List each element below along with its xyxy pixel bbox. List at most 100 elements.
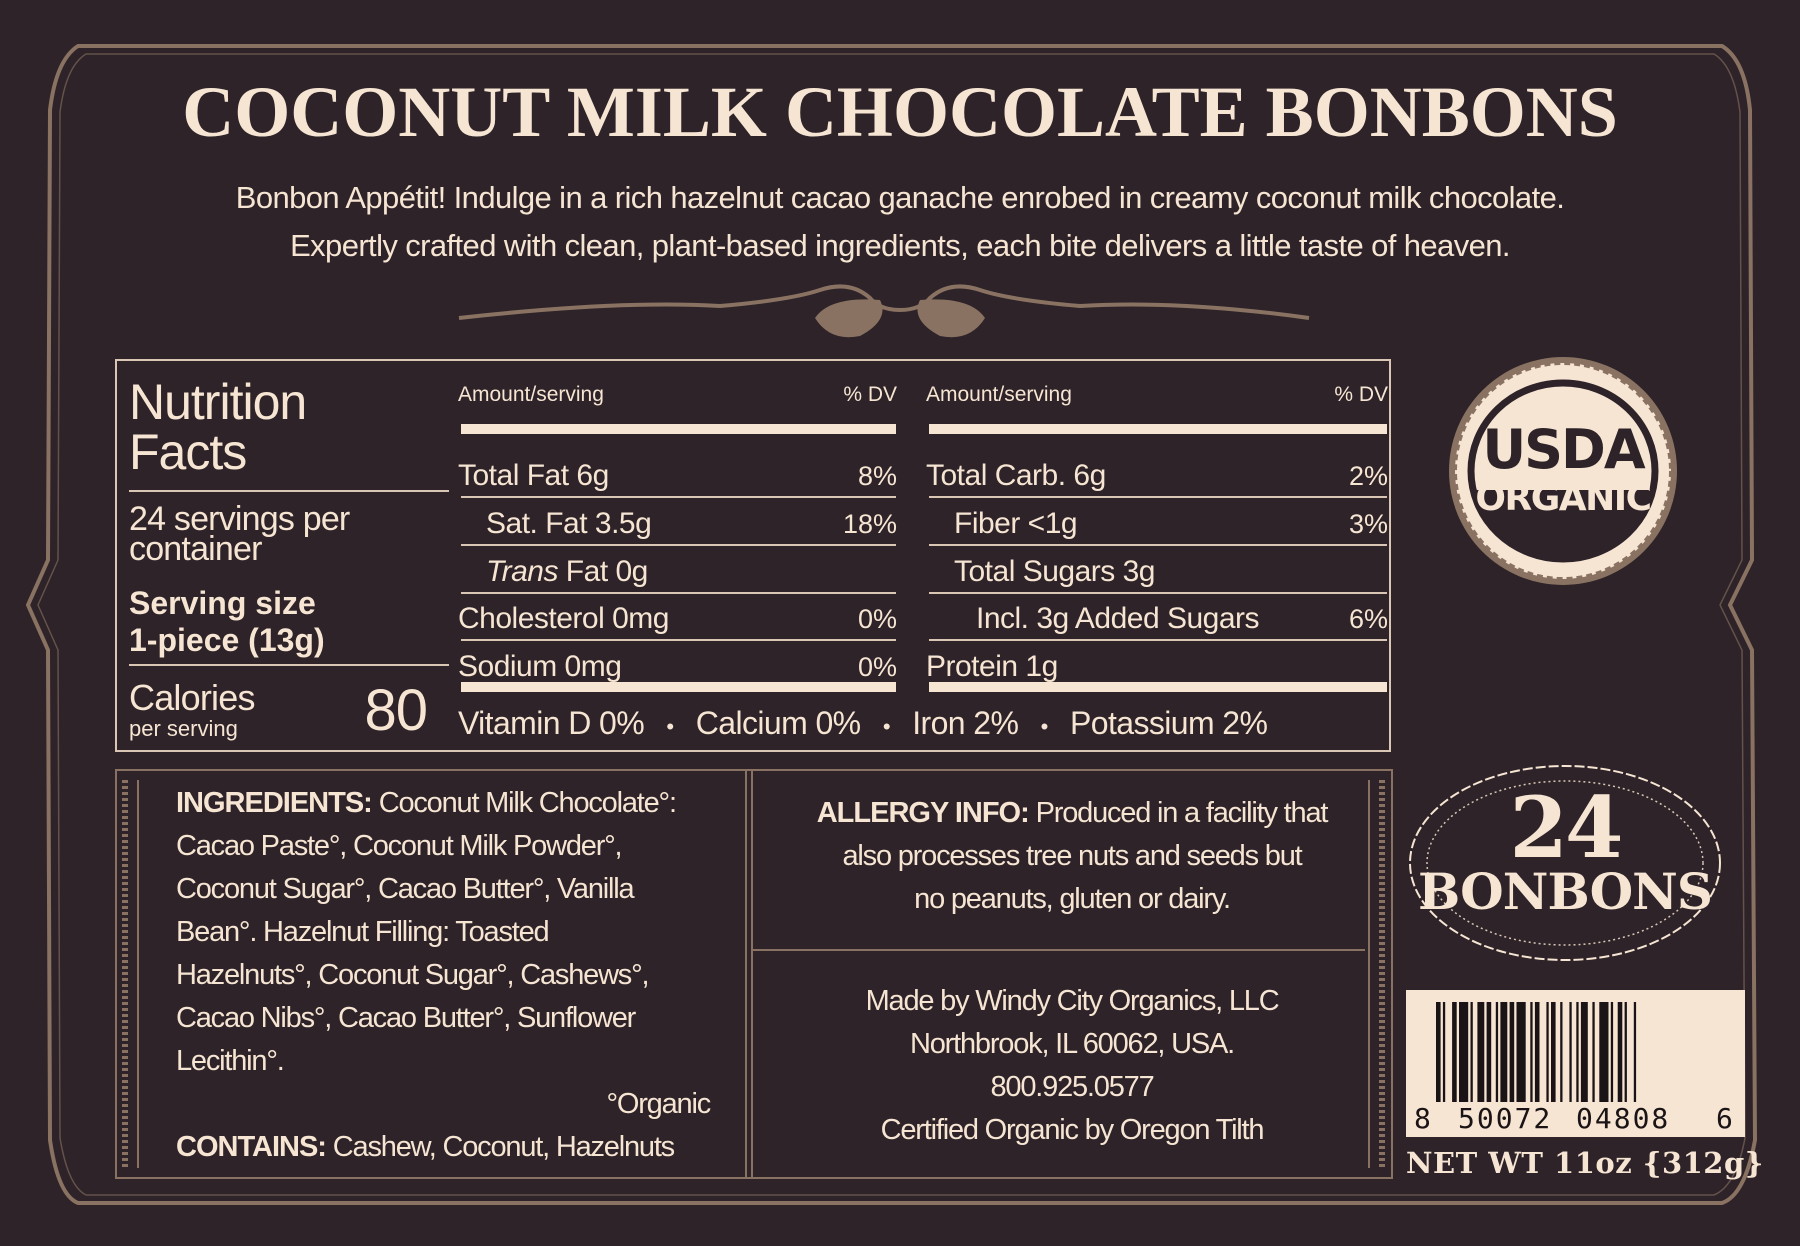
barcode-bar — [1477, 1002, 1485, 1102]
ornament-divider — [458, 284, 1310, 338]
barcode-bar — [1442, 1002, 1446, 1102]
count-badge — [1409, 765, 1721, 961]
nutrient-dv: 18% — [842, 509, 897, 539]
nutrient-label: Total Carb. 6g — [926, 459, 1106, 492]
servings-per-container-2: container — [129, 530, 262, 568]
barcode-digit: 8 — [1414, 1102, 1431, 1135]
nutrient-label: Sat. Fat 3.5g — [486, 507, 652, 540]
nutrient-dv: 0% — [857, 652, 897, 682]
divider — [129, 664, 449, 666]
row-divider — [929, 592, 1387, 594]
serving-size-value: 1-piece (13g) — [129, 622, 325, 658]
barcode-bar — [1470, 1002, 1473, 1102]
divider — [129, 490, 449, 492]
barcode-bar — [1495, 1002, 1499, 1102]
ingredients-heading: INGREDIENTS: — [176, 787, 373, 819]
calcium: Calcium 0% — [695, 705, 861, 741]
description-line-1: Bonbon Appétit! Indulge in a rich hazeln… — [235, 180, 1565, 215]
barcode-bar — [1569, 1002, 1572, 1102]
cacao-bean-right-icon — [917, 299, 985, 338]
cacao-bean-left-icon — [815, 299, 883, 338]
dv-header: % DV — [1334, 383, 1388, 406]
seal-usda-text: USDA — [1482, 418, 1645, 481]
potassium: Potassium 2% — [1070, 705, 1268, 741]
barcode-bar — [1516, 1002, 1526, 1102]
nutrient-label: Total Fat 6g — [458, 459, 609, 492]
barcode-bar — [1459, 1002, 1469, 1102]
calories-value: 80 — [364, 678, 428, 743]
barcode-bar — [1624, 1002, 1627, 1102]
count-label: BONBONS — [1417, 862, 1713, 921]
separator: • — [882, 714, 891, 739]
usda-organic-seal — [1449, 357, 1677, 585]
micronutrients-line: Vitamin D 0% • Calcium 0% • Iron 2% • Po… — [458, 705, 1268, 742]
row-divider — [929, 639, 1387, 641]
barcode-bar — [1560, 1002, 1563, 1102]
allergy-info: ALLERGY INFO: Produced in a facility tha… — [816, 797, 1329, 915]
count-number: 24 — [1509, 778, 1624, 877]
nutrition-heading-line1: Nutrition — [129, 374, 307, 430]
barcode-bar — [1551, 1002, 1556, 1102]
amount-header: Amount/serving — [926, 383, 1072, 406]
separator: • — [1040, 714, 1049, 739]
thick-rule — [461, 424, 896, 434]
row-divider — [929, 496, 1387, 498]
description-line-2: Expertly crafted with clean, plant-based… — [290, 228, 1510, 263]
thick-rule — [461, 682, 896, 692]
thick-rule — [929, 424, 1387, 434]
thick-rule — [929, 682, 1387, 692]
barcode-bar — [1633, 1002, 1637, 1102]
row-divider — [461, 496, 896, 498]
nutrient-label: Incl. 3g Added Sugars — [976, 602, 1260, 635]
nutrient-label: Protein 1g — [926, 650, 1058, 683]
nutrient-label: Total Sugars 3g — [954, 555, 1155, 588]
nutrient-label: Trans Fat 0g — [486, 555, 648, 588]
nutrient-dv: 8% — [857, 461, 897, 491]
row-divider — [461, 544, 896, 546]
nutrient-dv: 3% — [1348, 509, 1388, 539]
row-divider — [461, 592, 896, 594]
ingredients-text: INGREDIENTS: Coconut Milk Chocolate°: Ca… — [176, 782, 711, 1169]
barcode-digit: 6 — [1716, 1102, 1733, 1135]
net-weight: NET WT 11oz {312g} — [1406, 1146, 1764, 1180]
product-title: COCONUT MILK CHOCOLATE BONBONS — [182, 72, 1618, 152]
barcode-bar — [1617, 1002, 1623, 1102]
servings-per-container: 24 servings per — [129, 500, 350, 538]
barcode-bars — [1436, 1002, 1637, 1102]
barcode-bar — [1592, 1002, 1595, 1102]
barcode-bar — [1436, 1002, 1441, 1102]
row-divider — [461, 639, 896, 641]
organic-note: °Organic — [606, 1088, 711, 1120]
barcode-bar — [1599, 1002, 1609, 1102]
barcode-bar — [1610, 1002, 1614, 1102]
barcode-bar — [1534, 1002, 1540, 1102]
dv-header: % DV — [843, 383, 897, 406]
row-divider — [929, 544, 1387, 546]
separator: • — [666, 714, 674, 739]
nutrition-facts-panel: Nutrition Facts 24 servings per containe… — [115, 359, 1391, 752]
nutrient-label: Sodium 0mg — [458, 650, 622, 683]
calories-subtitle: per serving — [129, 716, 238, 741]
barcode-bar — [1576, 1002, 1579, 1102]
vitamin-d: Vitamin D 0% — [458, 705, 645, 741]
seal-organic-text: ORGANIC — [1475, 478, 1652, 519]
iron: Iron 2% — [912, 705, 1019, 741]
ingredients-panel — [115, 769, 1393, 1179]
nutrient-label: Cholesterol 0mg — [458, 602, 669, 635]
nutrient-dv: 6% — [1348, 604, 1388, 634]
ingredient-box-border-decoration — [122, 771, 1385, 1177]
barcode-bar — [1452, 1002, 1457, 1102]
calories-label: Calories — [129, 677, 255, 718]
nutrient-label: Fiber <1g — [954, 507, 1078, 540]
barcode-bar — [1546, 1002, 1549, 1102]
barcode-bar — [1530, 1002, 1533, 1102]
nutrient-dv: 2% — [1348, 461, 1388, 491]
barcode: 8 50072 04808 6 — [1406, 990, 1745, 1137]
amount-header: Amount/serving — [458, 383, 604, 406]
nutrient-dv: 0% — [857, 604, 897, 634]
barcode-digit: 50072 — [1458, 1102, 1553, 1135]
barcode-bar — [1500, 1002, 1508, 1102]
serving-size-label: Serving size — [129, 585, 316, 621]
barcode-digit: 04808 — [1576, 1102, 1671, 1135]
